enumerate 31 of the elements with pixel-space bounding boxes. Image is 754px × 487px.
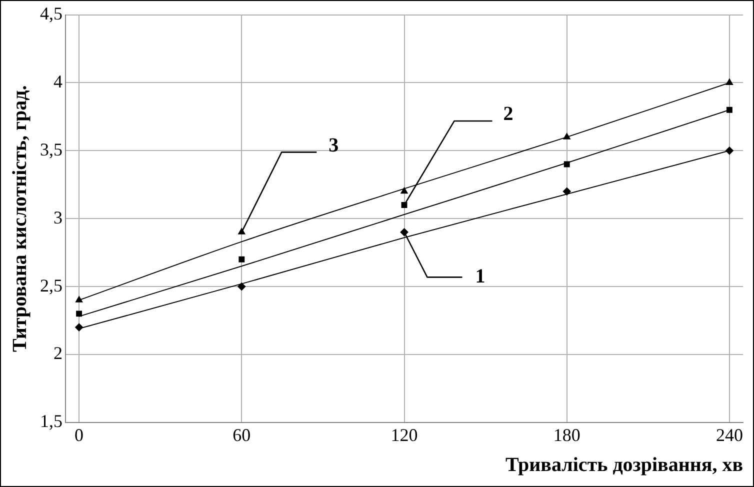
point bbox=[238, 282, 246, 291]
point bbox=[564, 161, 570, 168]
point bbox=[725, 146, 734, 155]
point bbox=[238, 256, 245, 262]
point bbox=[76, 310, 82, 317]
point bbox=[76, 296, 83, 302]
x-tick-label: 60 bbox=[232, 424, 251, 445]
x-tick-label: 180 bbox=[553, 424, 580, 445]
y-tick-label: 3,5 bbox=[40, 139, 62, 160]
x-axis-title: Тривалість дозрівання, хв bbox=[505, 454, 744, 476]
y-tick-label: 3 bbox=[54, 207, 62, 228]
point bbox=[238, 228, 246, 234]
text: 2 bbox=[503, 103, 514, 126]
point bbox=[562, 187, 571, 196]
y-tick-label: 2,5 bbox=[40, 275, 62, 296]
text: 1 bbox=[475, 265, 486, 288]
point bbox=[400, 228, 408, 236]
y-tick-label: 2 bbox=[54, 343, 62, 364]
x-tick-label: 240 bbox=[716, 424, 743, 445]
y-tick-label: 1,5 bbox=[40, 411, 62, 432]
point bbox=[726, 106, 732, 113]
x-tick-label: 0 bbox=[74, 424, 84, 445]
y-axis-title: Титрована кислотність, град. bbox=[9, 85, 32, 352]
y-tick-label: 4 bbox=[54, 71, 62, 92]
x-tick-label: 120 bbox=[390, 424, 418, 445]
point bbox=[400, 187, 408, 194]
point bbox=[563, 133, 570, 140]
point bbox=[75, 323, 84, 332]
y-tick-label: 4,5 bbox=[40, 4, 62, 24]
point bbox=[726, 78, 733, 85]
text: 3 bbox=[328, 134, 339, 156]
